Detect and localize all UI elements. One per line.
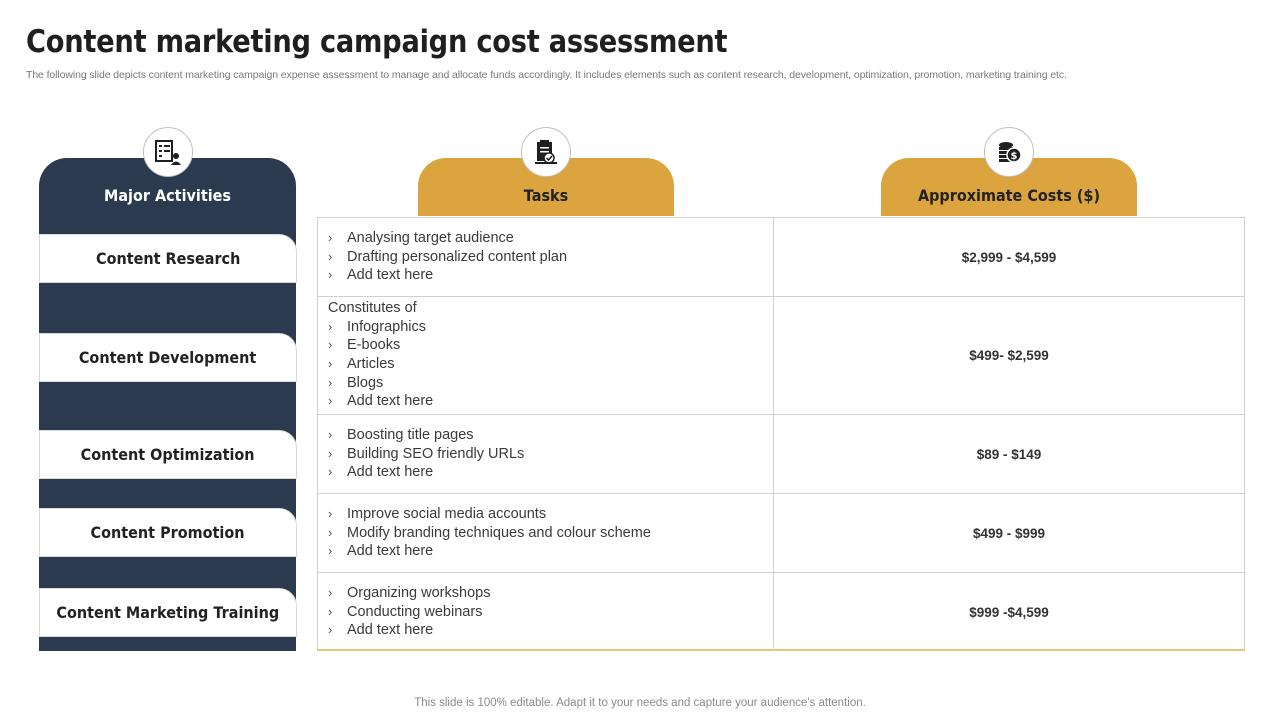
tasks-cell: Constitutes of › Infographics › E-books › A… — [318, 297, 774, 414]
task-item: › Add text here — [328, 393, 434, 410]
task-item: › Articles — [328, 356, 395, 372]
task-item: › Add text here — [328, 543, 434, 560]
task-item: › Add text here — [328, 622, 434, 639]
page-subtitle: The following slide depicts content mark… — [26, 69, 1067, 81]
task-item: › Infographics — [328, 318, 426, 335]
cost-cell: $499- $2,599 — [969, 348, 1049, 363]
task-item: › Add text here — [328, 464, 434, 481]
task-item: › Analysing target audience — [328, 229, 514, 246]
tasks-icon — [521, 127, 571, 177]
cost-cell: $499 - $999 — [972, 525, 1046, 541]
table-row: Constitutes of › Infographics › E-books › A… — [318, 297, 1244, 415]
tasks-cell: › Analysing target audience › Drafting per… — [318, 218, 774, 296]
cost-cell: $2,999 - $4,599 — [961, 249, 1057, 265]
task-item: › Improve social media accounts — [328, 505, 547, 522]
activity-item: Content Research — [39, 234, 297, 283]
footer-note: This slide is 100% editable. Adapt it to… — [414, 697, 866, 709]
tasks-cell: › Boosting title pages › Building SEO frie… — [318, 415, 774, 493]
tasks-cell: › Improve social media accounts › Modify b… — [318, 494, 774, 572]
task-item: › Modify branding techniques and colour s… — [328, 524, 651, 541]
task-item: › Conducting webinars — [328, 603, 483, 620]
task-item: › Boosting title pages — [328, 426, 474, 443]
task-item: › Add text here — [328, 267, 434, 284]
activities-header: Major Activities — [104, 186, 231, 205]
activity-item: Content Optimization — [39, 430, 297, 479]
cost-table: › Analysing target audience › Drafting per… — [317, 217, 1245, 651]
task-intro: Constitutes of — [328, 299, 417, 316]
svg-text:$: $ — [1011, 151, 1018, 162]
cost-cell: $999 -$4,599 — [969, 604, 1049, 620]
costs-header: Approximate Costs ($) — [917, 186, 1101, 205]
activity-item: Content Promotion — [39, 508, 297, 557]
cost-cell: $89 - $149 — [976, 446, 1042, 462]
table-row: › Boosting title pages › Building SEO frie… — [318, 415, 1244, 494]
task-item: › Building SEO friendly URLs — [328, 445, 525, 462]
tasks-header: Tasks — [523, 186, 569, 205]
activity-item: Content Marketing Training — [39, 588, 297, 637]
tasks-cell: › Organizing workshops › Conducting webina… — [318, 573, 774, 651]
table-row: › Organizing workshops › Conducting webina… — [318, 573, 1244, 651]
page-title: Content marketing campaign cost assessme… — [26, 24, 728, 60]
task-item: › Drafting personalized content plan — [328, 248, 568, 265]
task-item: › Blogs — [328, 374, 384, 391]
activity-item: Content Development — [39, 333, 297, 382]
task-item: › E-books — [328, 337, 401, 354]
task-item: › Organizing workshops — [328, 584, 491, 601]
table-row: › Improve social media accounts › Modify b… — [318, 494, 1244, 573]
activities-column: Major Activities Content Research Conten… — [39, 158, 297, 651]
table-row: › Analysing target audience › Drafting per… — [318, 218, 1244, 297]
activities-icon — [143, 127, 193, 177]
coins-icon: $ — [984, 127, 1034, 177]
